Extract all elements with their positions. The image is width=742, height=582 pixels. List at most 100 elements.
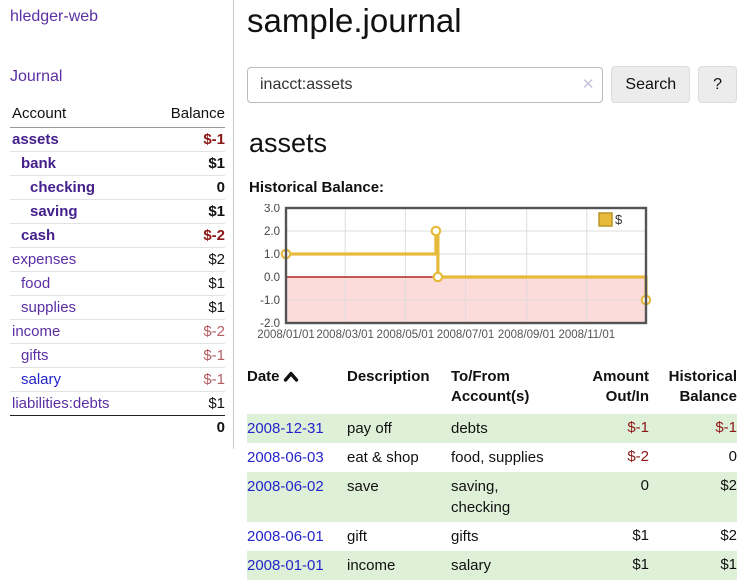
- register-row: 2008-06-02 save saving, checking 0 $2: [247, 471, 737, 522]
- account-link[interactable]: gifts: [21, 347, 49, 364]
- transaction-balance: $1: [720, 555, 737, 573]
- account-link[interactable]: checking: [30, 179, 96, 196]
- account-link[interactable]: salary: [21, 371, 62, 388]
- account-link[interactable]: expenses: [12, 251, 77, 268]
- sidebar-item-journal[interactable]: Journal: [10, 68, 63, 85]
- account-row: cash $-2: [10, 223, 225, 248]
- svg-text:2.0: 2.0: [264, 226, 280, 238]
- account-row: liabilities:debts $1: [10, 391, 225, 416]
- accounts-header-balance: Balance: [147, 103, 225, 128]
- transaction-description: eat & shop: [347, 448, 419, 466]
- svg-text:2008/11/01: 2008/11/01: [558, 329, 615, 341]
- transaction-date-link[interactable]: 2008-06-01: [247, 527, 324, 545]
- account-balance: $1: [147, 271, 225, 296]
- transaction-description: pay off: [347, 419, 392, 437]
- account-row: expenses $2: [10, 247, 225, 272]
- account-link[interactable]: assets: [12, 131, 59, 148]
- account-link[interactable]: food: [21, 275, 51, 292]
- col-date-label: Date: [247, 368, 280, 385]
- account-balance: $1: [147, 295, 225, 320]
- transaction-balance: $2: [720, 526, 737, 544]
- brand-link[interactable]: hledger-web: [10, 8, 99, 25]
- transaction-accounts: gifts: [451, 527, 479, 545]
- accounts-table: Account Balance assets $-1 bank $1 checking 0…: [10, 103, 225, 439]
- col-description: Description: [347, 368, 430, 385]
- transaction-accounts: salary: [451, 556, 492, 574]
- account-balance: $-1: [147, 343, 225, 368]
- svg-text:-2.0: -2.0: [260, 318, 280, 330]
- account-row: income $-2: [10, 319, 225, 344]
- main-content: sample.journal ✕ Search ? assets Histori…: [234, 0, 742, 580]
- transaction-accounts: debts: [451, 419, 488, 437]
- account-row: supplies $1: [10, 295, 225, 320]
- svg-text:2008/09/01: 2008/09/01: [498, 329, 556, 341]
- account-row: bank $1: [10, 151, 225, 176]
- account-row: saving $1: [10, 199, 225, 224]
- transaction-balance: $2: [720, 476, 737, 494]
- transaction-balance: 0: [728, 447, 737, 465]
- transaction-amount: $1: [632, 555, 649, 573]
- account-balance: $1: [147, 151, 225, 176]
- account-link[interactable]: cash: [21, 227, 56, 244]
- transaction-description: gift: [347, 527, 368, 545]
- account-row: food $1: [10, 271, 225, 296]
- search-button[interactable]: Search: [611, 66, 691, 103]
- sidebar: hledger-web Journal Account Balance asse…: [0, 0, 234, 449]
- svg-text:2008/01/01: 2008/01/01: [257, 329, 315, 341]
- account-balance: $-2: [147, 319, 225, 344]
- register-row: 2008-06-01 gift gifts $1 $2: [247, 522, 737, 551]
- search-input[interactable]: [247, 66, 604, 103]
- register-row: 2008-01-01 income salary $1 $1: [247, 550, 737, 580]
- transaction-balance: $-1: [715, 418, 737, 436]
- account-balance: $2: [147, 247, 225, 272]
- account-link[interactable]: liabilities:debts: [12, 395, 110, 412]
- svg-text:1.0: 1.0: [264, 249, 280, 261]
- svg-text:2008/05/01: 2008/05/01: [377, 329, 435, 341]
- account-link[interactable]: saving: [30, 203, 78, 220]
- account-row: salary $-1: [10, 367, 225, 392]
- account-row: gifts $-1: [10, 343, 225, 368]
- svg-text:0.0: 0.0: [264, 272, 280, 284]
- transaction-date-link[interactable]: 2008-12-31: [247, 419, 324, 437]
- clear-search-icon[interactable]: ✕: [581, 75, 595, 93]
- chart-title: Historical Balance:: [249, 179, 385, 196]
- account-balance: $1: [147, 391, 225, 416]
- accounts-total: 0: [147, 415, 225, 439]
- register-row: 2008-06-03 eat & shop food, supplies $-2 0: [247, 443, 737, 472]
- svg-text:2008/07/01: 2008/07/01: [437, 329, 495, 341]
- svg-text:2008/03/01: 2008/03/01: [316, 329, 374, 341]
- accounts-total-row: 0: [10, 415, 225, 439]
- sort-ascending-icon: [283, 371, 298, 382]
- account-link[interactable]: supplies: [21, 299, 77, 316]
- transaction-date-link[interactable]: 2008-06-03: [247, 448, 324, 466]
- account-link[interactable]: bank: [21, 155, 57, 172]
- transaction-accounts: food, supplies: [451, 448, 544, 466]
- account-link[interactable]: income: [12, 323, 61, 340]
- account-title: assets: [249, 128, 328, 158]
- account-balance: $-1: [147, 367, 225, 392]
- register-row: 2008-12-31 pay off debts $-1 $-1: [247, 413, 737, 443]
- transaction-date-link[interactable]: 2008-01-01: [247, 556, 324, 574]
- account-row: assets $-1: [10, 128, 225, 152]
- transaction-description: save: [347, 477, 379, 495]
- transaction-amount: $-2: [627, 447, 649, 465]
- svg-text:3.0: 3.0: [264, 204, 280, 215]
- col-date-sort[interactable]: Date: [247, 364, 347, 414]
- transaction-amount: 0: [640, 476, 649, 494]
- transaction-amount: $1: [632, 526, 649, 544]
- col-accounts: To/From Account(s): [451, 368, 530, 406]
- transaction-accounts: saving, checking: [451, 477, 511, 516]
- account-balance: $-2: [147, 223, 225, 248]
- svg-text:$: $: [615, 212, 623, 227]
- account-balance: $1: [147, 199, 225, 224]
- col-amount: Amount Out/In: [592, 368, 649, 406]
- help-button[interactable]: ?: [698, 66, 737, 103]
- transaction-date-link[interactable]: 2008-06-02: [247, 477, 324, 495]
- account-balance: 0: [147, 175, 225, 200]
- transaction-description: income: [347, 556, 396, 574]
- transaction-amount: $-1: [627, 418, 649, 436]
- col-balance: Historical Balance: [668, 368, 737, 406]
- register-table: Date Description To/From Account(s) Amou…: [247, 364, 737, 580]
- accounts-header-account: Account: [10, 103, 148, 128]
